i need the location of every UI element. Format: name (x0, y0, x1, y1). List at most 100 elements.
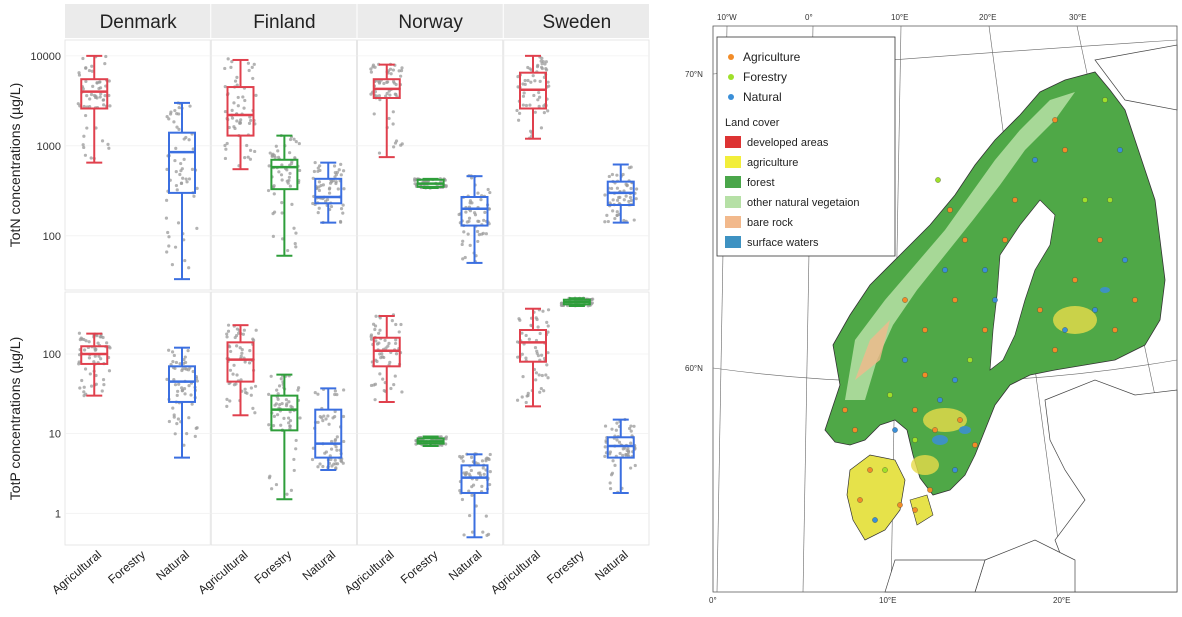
data-point (394, 338, 398, 342)
data-point (378, 372, 382, 376)
data-point (279, 173, 284, 177)
data-point (235, 344, 239, 348)
data-point (384, 94, 388, 98)
data-point (84, 113, 88, 118)
data-point (83, 367, 88, 371)
data-point (275, 413, 280, 417)
data-point (382, 81, 386, 86)
legend-swatch (725, 216, 741, 228)
data-point (546, 80, 550, 84)
data-point (289, 404, 293, 408)
legend-swatch (725, 176, 741, 188)
data-point (388, 360, 392, 364)
data-point (464, 210, 468, 214)
data-point (341, 203, 345, 207)
data-point (89, 384, 94, 388)
data-point (243, 387, 247, 391)
data-point (184, 135, 188, 140)
data-point (333, 415, 337, 419)
data-point (164, 216, 169, 220)
data-point (624, 194, 628, 198)
data-point (180, 167, 184, 171)
data-point (380, 352, 384, 356)
label-lat-70n: 70°N (685, 70, 703, 79)
legend-swatch (725, 156, 741, 168)
data-point (311, 446, 315, 450)
data-point (391, 68, 396, 72)
data-point (322, 414, 326, 418)
data-point (317, 180, 321, 184)
data-point (392, 81, 396, 85)
sample-point (882, 467, 888, 473)
data-point (165, 114, 169, 119)
data-point (529, 80, 533, 84)
data-point (544, 373, 548, 377)
data-point (192, 194, 196, 198)
sample-point (842, 407, 848, 413)
data-point (294, 231, 298, 235)
data-point (81, 56, 85, 61)
sample-point (1107, 197, 1113, 203)
data-point (184, 177, 188, 181)
data-point (232, 101, 236, 105)
data-point (543, 62, 547, 66)
data-point (310, 457, 315, 462)
data-point (329, 447, 334, 451)
data-point (225, 404, 229, 408)
data-point (373, 398, 377, 402)
data-point (183, 367, 187, 371)
data-point (374, 358, 378, 362)
data-point (541, 309, 545, 313)
data-point (335, 435, 339, 439)
data-point (522, 91, 526, 95)
facet-panels: Denmark Finland Norway Sweden 100 1000 10000 1 1… (30, 4, 650, 597)
data-point (466, 232, 470, 236)
data-point (167, 117, 171, 121)
data-point (98, 86, 103, 90)
map-svg: 10°W 0° 10°E 20°E 30°E 0° 10°E 20°E 70°N… (655, 0, 1182, 612)
sample-points (842, 97, 1138, 523)
data-point (248, 157, 253, 161)
data-point (521, 375, 525, 379)
data-point (369, 337, 374, 341)
data-point (603, 220, 607, 224)
data-point (288, 151, 292, 155)
data-point (268, 474, 272, 478)
data-point (251, 76, 255, 81)
box-norway-natural (460, 196, 489, 227)
data-point (272, 184, 276, 188)
data-point (313, 391, 317, 395)
box-denmark-agricultural (80, 78, 109, 110)
data-point (526, 78, 530, 83)
data-point (174, 170, 178, 174)
data-point (524, 400, 528, 405)
y-axis-labels: TotN concentrations (µg/L) TotP concentra… (7, 83, 23, 500)
sample-point (935, 177, 941, 183)
data-point (170, 263, 175, 267)
data-point (77, 73, 82, 77)
data-point (335, 448, 339, 452)
data-point (613, 216, 617, 221)
data-point (179, 161, 183, 166)
data-point (400, 390, 404, 394)
data-point (393, 374, 397, 378)
data-point (235, 119, 239, 123)
data-point (182, 443, 186, 447)
data-point (243, 98, 247, 103)
northern-russia (1094, 44, 1178, 111)
data-point (297, 386, 301, 390)
sample-point (992, 297, 998, 303)
data-point (534, 378, 538, 382)
data-point (534, 371, 539, 375)
data-point (470, 493, 474, 497)
data-point (479, 198, 483, 202)
data-point (387, 341, 391, 346)
legend-point-forestry (728, 74, 734, 80)
data-point (104, 54, 108, 59)
data-point (238, 120, 242, 124)
data-point (87, 340, 91, 344)
data-point (195, 379, 199, 383)
data-point (190, 167, 195, 171)
data-point (311, 201, 315, 206)
data-point (97, 354, 101, 358)
